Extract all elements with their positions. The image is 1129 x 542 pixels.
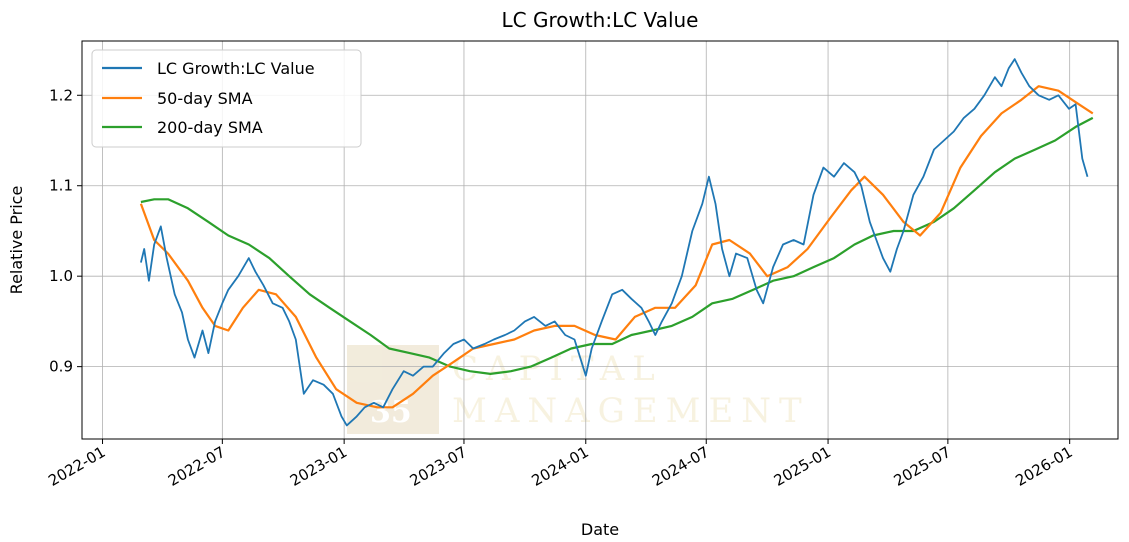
grid bbox=[82, 41, 1118, 439]
y-tick-label: 1.0 bbox=[49, 267, 73, 285]
legend-label-lc-growth: LC Growth:LC Value bbox=[157, 59, 315, 78]
watermark-number: 35 bbox=[370, 395, 412, 430]
x-axis-ticks: 2022-01 2022-07 2023-01 2023-07 2024-01 2024-… bbox=[45, 439, 1076, 490]
plot-frame bbox=[81, 40, 1119, 440]
x-tick-label: 2024-01 bbox=[528, 443, 591, 490]
series-200-day-sma bbox=[140, 116, 1094, 375]
x-tick-label: 2024-07 bbox=[649, 443, 712, 490]
x-tick-label: 2022-07 bbox=[165, 443, 228, 490]
x-tick-label: 2025-07 bbox=[891, 443, 954, 490]
y-axis-ticks: 0.9 1.0 1.1 1.2 bbox=[49, 86, 82, 376]
series-lc-growth-lc-value bbox=[140, 58, 1089, 427]
chart-title: LC Growth:LC Value bbox=[502, 8, 699, 32]
x-tick-label: 2023-01 bbox=[287, 443, 350, 490]
x-axis-label: Date bbox=[581, 520, 619, 539]
watermark-line2: MANAGEMENT bbox=[452, 391, 810, 431]
legend-label-200-day-sma: 200-day SMA bbox=[157, 118, 263, 137]
y-tick-label: 0.9 bbox=[49, 358, 73, 376]
y-tick-label: 1.1 bbox=[49, 177, 73, 195]
watermark: 35 CAPITAL MANAGEMENT bbox=[347, 345, 810, 434]
x-tick-label: 2025-01 bbox=[771, 443, 834, 490]
y-axis-label: Relative Price bbox=[7, 186, 26, 295]
legend-label-50-day-sma: 50-day SMA bbox=[157, 89, 253, 108]
x-tick-label: 2023-07 bbox=[407, 443, 470, 490]
y-tick-label: 1.2 bbox=[49, 86, 73, 104]
x-tick-label: 2022-01 bbox=[45, 443, 108, 490]
x-tick-label: 2026-01 bbox=[1012, 443, 1075, 490]
legend-box bbox=[91, 49, 362, 148]
legend: LC Growth:LC Value 50-day SMA 200-day SM… bbox=[91, 49, 362, 148]
series-lines bbox=[139, 58, 1094, 427]
